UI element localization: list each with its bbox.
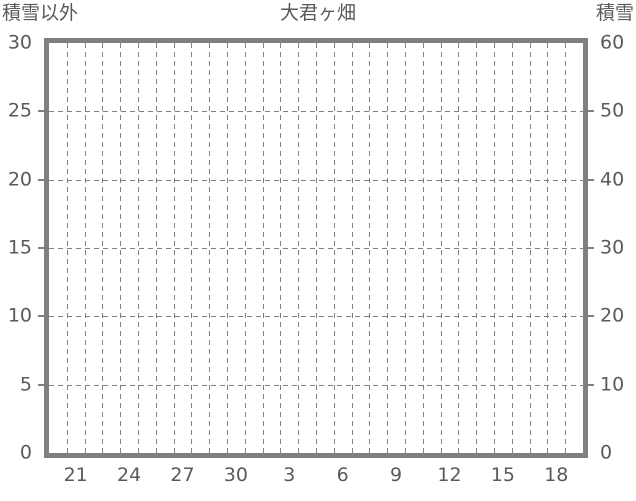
y-axis-right-tick-label: 50 bbox=[600, 99, 625, 122]
y-axis-right-tick-mark bbox=[588, 110, 594, 113]
plot-gridlines bbox=[49, 43, 583, 453]
y-axis-left-tick-label: 10 bbox=[7, 304, 32, 327]
x-axis-tick-label: 6 bbox=[336, 464, 349, 486]
x-axis-tick-label: 18 bbox=[544, 464, 569, 486]
y-axis-right-tick-mark bbox=[588, 247, 594, 249]
x-axis-tick-label: 3 bbox=[283, 464, 296, 486]
y-axis-left-tick-label: 0 bbox=[19, 441, 32, 464]
y-axis-left-tick-label: 25 bbox=[7, 99, 32, 122]
x-axis-tick-label: 15 bbox=[490, 464, 515, 486]
y-axis-right-tick-mark bbox=[588, 178, 594, 181]
left-axis-title: 積雪以外 bbox=[2, 2, 79, 24]
right-axis-title: 積雪 bbox=[595, 2, 634, 24]
page-title: 大君ヶ畑 bbox=[279, 2, 356, 24]
y-axis-left-tick-label: 20 bbox=[7, 168, 32, 191]
x-axis-tick-label: 30 bbox=[223, 464, 248, 486]
y-axis-right-tick-label: 30 bbox=[600, 236, 625, 259]
y-axis-left-tick-mark bbox=[38, 383, 44, 386]
y-axis-left-tick-label: 15 bbox=[7, 236, 32, 259]
x-axis-tick-label: 9 bbox=[390, 464, 403, 486]
x-axis-tick-label: 24 bbox=[117, 464, 142, 486]
y-axis-right-tick-mark bbox=[588, 315, 594, 318]
y-axis-right-tick-label: 60 bbox=[600, 31, 625, 54]
y-axis-right-tick-label: 40 bbox=[600, 168, 625, 191]
y-axis-left-tick-mark bbox=[38, 315, 44, 318]
y-axis-right-tick-mark bbox=[588, 383, 594, 386]
y-axis-left-tick-mark bbox=[38, 110, 44, 113]
y-axis-right-tick-label: 20 bbox=[600, 304, 625, 327]
y-axis-left-tick-mark bbox=[38, 178, 44, 181]
x-axis-tick-label: 27 bbox=[170, 464, 195, 486]
y-axis-left-tick-label: 30 bbox=[7, 31, 32, 54]
plot-area bbox=[44, 38, 588, 458]
grid-svg bbox=[49, 43, 583, 453]
y-axis-left-tick-label: 5 bbox=[19, 373, 32, 396]
y-axis-left-tick-mark bbox=[38, 247, 44, 249]
x-axis-tick-label: 12 bbox=[437, 464, 462, 486]
y-axis-right-tick-label: 10 bbox=[600, 373, 625, 396]
x-axis-tick-label: 21 bbox=[63, 464, 88, 486]
y-axis-right-tick-label: 0 bbox=[600, 441, 613, 464]
